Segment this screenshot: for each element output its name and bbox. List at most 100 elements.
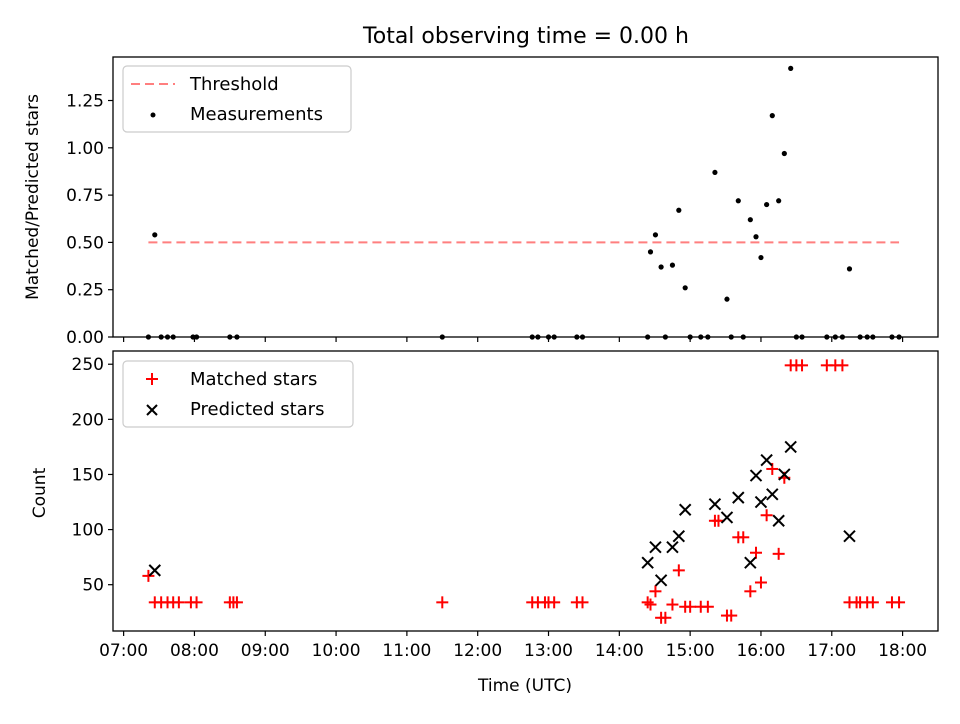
matched-stars-point (672, 564, 685, 577)
ytick-label: 1.25 (66, 92, 104, 112)
measurement-point (652, 232, 659, 238)
matched-stars-point (796, 359, 809, 372)
measurement-point (753, 234, 759, 240)
matched-stars-point (230, 596, 243, 609)
ytick-label: 0.75 (66, 186, 104, 206)
matched-stars-point (644, 598, 657, 611)
ytick-label: 0.25 (66, 281, 104, 301)
predicted-stars-point (778, 468, 791, 481)
predicted-stars-point (843, 529, 856, 543)
predicted-stars-point (749, 469, 763, 482)
predicted-stars-point (666, 541, 679, 554)
top-ylabel: Matched/Predicted stars (23, 94, 43, 300)
matched-stars-point (576, 596, 589, 609)
measurement-point (676, 207, 682, 213)
matched-stars-point (750, 546, 763, 559)
measurements-legend-marker (150, 112, 156, 118)
matched-stars-point (744, 585, 757, 598)
top-legend: Threshold Measurements (122, 65, 352, 133)
matched-stars-point (701, 600, 714, 613)
xtick-label: 17:00 (807, 641, 856, 661)
ytick-label: 150 (72, 465, 104, 485)
xtick-label: 08:00 (170, 641, 219, 661)
xtick-label: 10:00 (312, 641, 361, 661)
matched-stars-point (866, 596, 879, 609)
bottom-legend-predicted-label: Predicted stars (190, 399, 324, 420)
xtick-label: 18:00 (878, 641, 927, 661)
matched-stars-point (172, 596, 185, 609)
ytick-label: 250 (72, 355, 104, 375)
predicted-stars-point (672, 529, 686, 543)
predicted-stars-point (649, 541, 662, 554)
figure-title: Total observing time = 0.00 h (362, 24, 689, 49)
measurement-point (647, 249, 654, 255)
matched-stars-point (142, 569, 155, 582)
predicted-stars-point (744, 556, 757, 569)
predicted-stars-point (654, 574, 668, 587)
matched-stars-point (666, 598, 679, 611)
ytick-label: 0.00 (66, 328, 104, 348)
top-legend-threshold-label: Threshold (189, 74, 279, 95)
xtick-label: 15:00 (666, 641, 715, 661)
measurement-point (658, 264, 664, 270)
matched-stars-point (649, 585, 662, 598)
bottom-panel: 50 100 150 200 250 07:00 08:00 09:00 10:00 11:00 1… (30, 350, 939, 696)
predicted-stars-point (678, 503, 692, 516)
predicted-stars-legend-marker (146, 404, 158, 416)
xtick-label: 09:00 (241, 641, 290, 661)
measurement-point (682, 285, 688, 291)
ytick-label: 200 (72, 410, 104, 430)
predicted-stars-point (772, 514, 785, 527)
matched-stars-legend-marker (146, 373, 158, 385)
matched-stars-point (772, 547, 785, 560)
predicted-stars-point (754, 495, 768, 509)
measurement-point (776, 198, 782, 204)
top-legend-measurements-label: Measurements (190, 104, 323, 125)
predicted-stars-point (760, 453, 773, 467)
top-axes-frame (112, 56, 939, 338)
measurement-point (769, 113, 775, 119)
measurement-point (152, 232, 158, 238)
measurement-point (788, 65, 794, 71)
measurement-point (669, 262, 676, 268)
xtick-label: 16:00 (736, 641, 785, 661)
measurement-point (846, 266, 853, 272)
bottom-xlabel: Time (UTC) (477, 676, 572, 696)
xtick-label: 14:00 (595, 641, 644, 661)
ytick-label: 1.00 (66, 139, 104, 159)
matched-stars-point (641, 596, 654, 609)
ytick-label: 50 (82, 576, 104, 596)
measurement-point (712, 169, 718, 176)
bottom-legend-matched-label: Matched stars (190, 369, 317, 390)
matched-stars-point (836, 359, 849, 372)
predicted-stars-point (732, 491, 745, 504)
predicted-stars-point (708, 498, 722, 511)
predicted-stars-point (784, 440, 797, 454)
xtick-label: 11:00 (382, 641, 431, 661)
xtick-label: 13:00 (524, 641, 573, 661)
measurement-point (724, 296, 730, 302)
matched-stars-point (659, 611, 672, 624)
top-panel: 0.00 0.25 0.50 0.75 1.00 1.25 Matched/Predict… (23, 56, 939, 348)
top-legend-box (122, 65, 352, 133)
ytick-label: 0.50 (66, 233, 104, 253)
matched-stars-point (190, 596, 203, 609)
measurement-point (758, 254, 764, 261)
bottom-legend-box (122, 360, 354, 428)
matched-stars-point (684, 600, 697, 613)
predicted-stars-point (641, 556, 654, 569)
xtick-label: 07:00 (99, 641, 148, 661)
predicted-stars-point (766, 488, 779, 501)
matched-stars-point (737, 531, 750, 544)
bottom-axes-frame (112, 350, 939, 632)
ytick-label: 100 (72, 521, 104, 541)
matched-stars-point (760, 509, 773, 522)
predicted-stars-point (148, 564, 161, 577)
measurement-point (764, 201, 770, 208)
bottom-legend: Matched stars Predicted stars (122, 360, 354, 428)
matched-stars-point (893, 596, 906, 609)
matched-stars-point (436, 596, 449, 609)
bottom-ylabel: Count (30, 467, 50, 518)
predicted-stars-point (720, 511, 734, 524)
